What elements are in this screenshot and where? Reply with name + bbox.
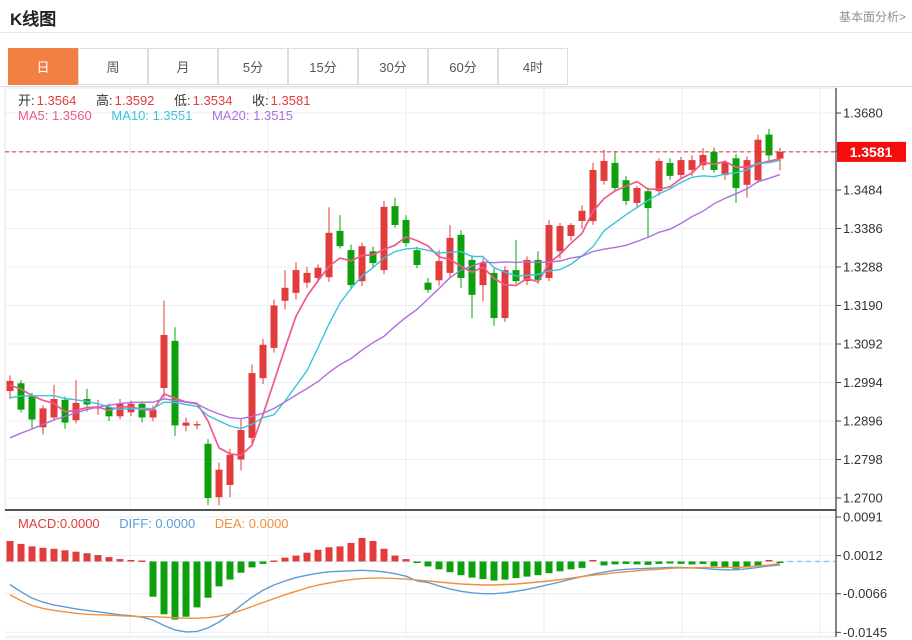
svg-text:1.3092: 1.3092	[843, 337, 883, 352]
svg-text:-0.0066: -0.0066	[843, 586, 887, 601]
svg-text:1.2700: 1.2700	[843, 491, 883, 506]
tab-day[interactable]: 日	[8, 48, 78, 85]
ma10-label: MA10:	[111, 108, 149, 123]
page-title: K线图	[10, 10, 57, 29]
svg-text:1.2896: 1.2896	[843, 414, 883, 429]
macd-item: MACD:0.0000	[18, 516, 100, 531]
close-value: 1.3581	[270, 93, 311, 108]
svg-text:1.3581: 1.3581	[850, 144, 893, 160]
macd-histogram	[6, 538, 784, 620]
svg-text:1.3386: 1.3386	[843, 221, 883, 236]
high-value: 1.3592	[114, 93, 155, 108]
low-value: 1.3534	[192, 93, 233, 108]
close-label: 收:	[252, 93, 269, 108]
ma10-value: 1.3551	[152, 108, 193, 123]
diff-line	[9, 564, 781, 633]
current-price-tag: 1.3581	[837, 141, 906, 162]
low-item: 低: 1.3534	[174, 93, 232, 108]
dea-line	[9, 562, 781, 619]
svg-text:1.3190: 1.3190	[843, 298, 883, 313]
close-item: 收: 1.3581	[252, 93, 310, 108]
tab-5min[interactable]: 5分	[218, 48, 288, 85]
ma5-value: 1.3560	[51, 108, 92, 123]
diff-value: 0.0000	[155, 516, 196, 531]
svg-text:1.3680: 1.3680	[843, 106, 883, 121]
svg-text:1.3484: 1.3484	[843, 183, 883, 198]
svg-text:-0.0145: -0.0145	[843, 625, 887, 640]
diff-item: DIFF: 0.0000	[119, 516, 195, 531]
ma10-item: MA10: 1.3551	[111, 108, 192, 123]
ma20-line	[9, 173, 781, 439]
dea-item: DEA: 0.0000	[215, 516, 289, 531]
y-axis: 1.36801.35821.34841.33861.32881.31901.30…	[835, 88, 887, 640]
macd-value: 0.0000	[59, 516, 100, 531]
open-label: 开:	[18, 93, 35, 108]
macd-legend: MACD:0.0000 DIFF: 0.0000 DEA: 0.0000	[18, 516, 305, 531]
ma20-value: 1.3515	[253, 108, 293, 123]
tab-4hour[interactable]: 4时	[498, 48, 568, 85]
svg-text:1.3288: 1.3288	[843, 260, 883, 275]
tab-15min[interactable]: 15分	[288, 48, 358, 85]
svg-text:1.2798: 1.2798	[843, 452, 883, 467]
open-item: 开: 1.3564	[18, 93, 76, 108]
ma20-label: MA20:	[211, 108, 250, 123]
svg-text:1.2994: 1.2994	[843, 375, 883, 390]
tab-30min[interactable]: 30分	[358, 48, 428, 85]
fundamental-analysis-link[interactable]: 基本面分析>	[838, 10, 906, 24]
low-label: 低:	[174, 93, 191, 108]
ma5-item: MA5: 1.3560	[18, 108, 92, 123]
high-item: 高: 1.3592	[96, 93, 154, 108]
candles	[6, 128, 784, 506]
dea-value: 0.0000	[248, 516, 289, 531]
macd-label: MACD:	[18, 516, 60, 531]
high-label: 高:	[96, 93, 113, 108]
diff-label: DIFF:	[119, 516, 152, 531]
ohlc-legend: 开: 1.3564 高: 1.3592 低: 1.3534 收: 1.3581	[18, 90, 326, 109]
open-value: 1.3564	[36, 93, 77, 108]
svg-text:0.0012: 0.0012	[843, 548, 883, 563]
tab-60min[interactable]: 60分	[428, 48, 498, 85]
tab-week[interactable]: 周	[78, 48, 148, 85]
period-tabbar: 日 周 月 5分 15分 30分 60分 4时	[0, 48, 912, 87]
ma-legend: MA5: 1.3560 MA10: 1.3551 MA20: 1.3515	[18, 108, 309, 123]
dea-label: DEA:	[214, 516, 246, 531]
ma10-line	[9, 159, 781, 430]
ma5-label: MA5:	[18, 108, 49, 123]
svg-text:0.0091: 0.0091	[843, 510, 883, 525]
tab-month[interactable]: 月	[148, 48, 218, 85]
ma20-item: MA20: 1.3515	[212, 108, 293, 123]
grid	[4, 87, 837, 638]
page-header: K线图 基本面分析>	[0, 0, 912, 33]
